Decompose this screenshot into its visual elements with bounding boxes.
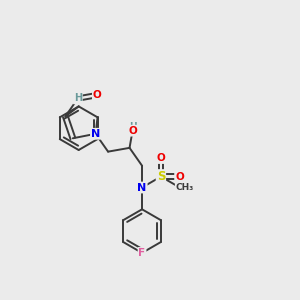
Text: S: S [157, 170, 165, 183]
Text: O: O [128, 126, 137, 136]
Text: O: O [175, 172, 184, 182]
Text: F: F [139, 248, 145, 258]
Text: CH₃: CH₃ [176, 183, 194, 192]
Text: O: O [93, 90, 102, 100]
Text: N: N [91, 129, 100, 139]
Text: H: H [129, 122, 136, 131]
Text: H: H [74, 94, 82, 103]
Text: N: N [137, 182, 147, 193]
Text: O: O [157, 153, 165, 163]
